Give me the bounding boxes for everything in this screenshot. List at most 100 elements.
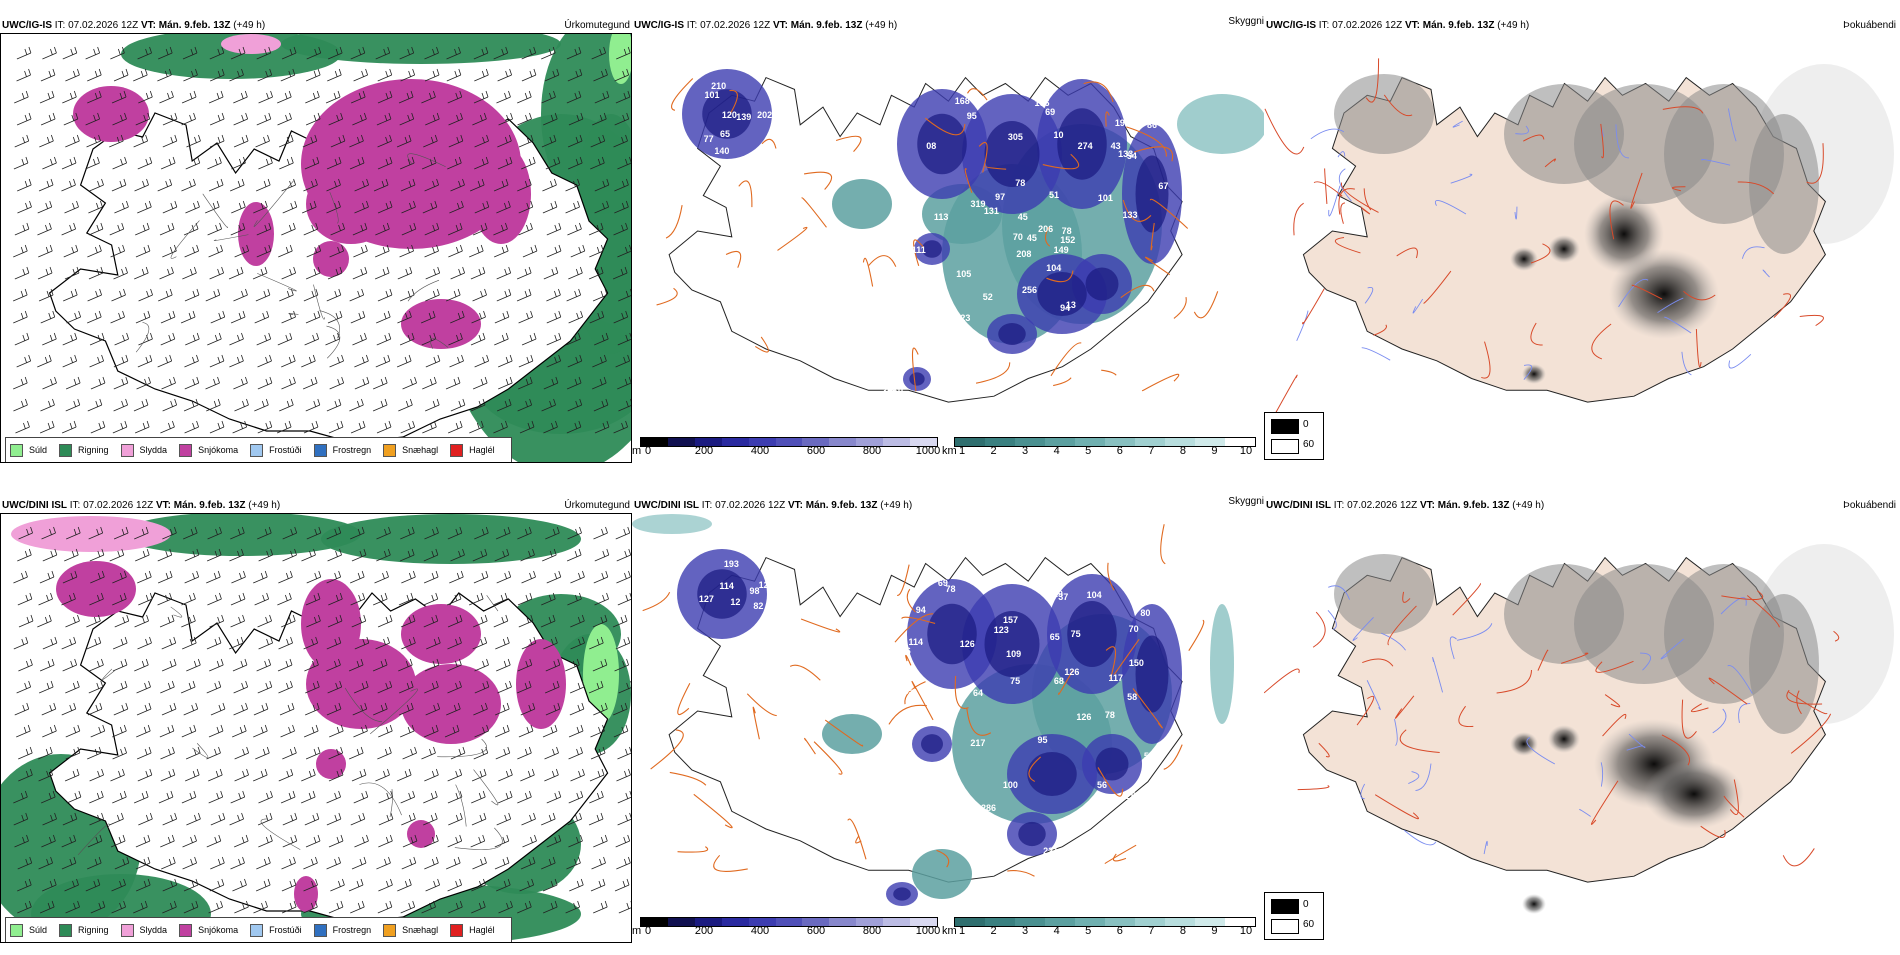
peak-elevation-label: 114 bbox=[908, 636, 924, 647]
wind-barb bbox=[612, 266, 628, 280]
wind-barb bbox=[377, 900, 393, 914]
wind-barb bbox=[135, 548, 150, 562]
wind-barb bbox=[518, 724, 534, 738]
road bbox=[1050, 342, 1082, 377]
wind-barb bbox=[13, 156, 29, 170]
river bbox=[1727, 665, 1753, 694]
road bbox=[1112, 853, 1127, 862]
wind-barb bbox=[281, 376, 296, 390]
wind-barb bbox=[183, 702, 199, 716]
wind-barb bbox=[110, 244, 125, 258]
road bbox=[1363, 188, 1372, 211]
terrain-contour bbox=[319, 310, 340, 339]
legend-swatch bbox=[120, 923, 134, 937]
wind-barb bbox=[493, 592, 508, 606]
wind-barb bbox=[402, 376, 417, 390]
fog-legend: 0 60 bbox=[1264, 412, 1324, 460]
peak-elevation-label: 113 bbox=[933, 211, 949, 222]
precip-type-panel: UWC/IG-IS IT: 07.02.2026 12Z VT: Mán. 9.… bbox=[0, 0, 632, 475]
colorbar-tick: 7 bbox=[1148, 925, 1155, 937]
peak-elevation-label: 119 bbox=[1048, 589, 1063, 600]
road bbox=[1399, 729, 1440, 753]
wind-barb bbox=[40, 112, 56, 126]
wind-barb bbox=[617, 156, 631, 170]
precip-map[interactable]: Súld Rigning Slydda Snjókoma Frostúði Frostre… bbox=[0, 33, 632, 463]
wind-barb bbox=[328, 900, 344, 914]
wind-barb bbox=[41, 526, 56, 540]
road bbox=[804, 737, 816, 755]
wind-barb bbox=[617, 746, 631, 760]
peak-elevation-label: 183 bbox=[921, 304, 937, 315]
road bbox=[984, 165, 1007, 170]
wind-barb bbox=[162, 134, 178, 148]
wind-barb bbox=[518, 134, 534, 148]
wind-barb bbox=[590, 878, 606, 892]
wind-barb bbox=[158, 288, 173, 302]
snow-area bbox=[401, 299, 481, 349]
wind-barb bbox=[183, 398, 199, 412]
colorbar-step bbox=[694, 918, 722, 926]
wind-barb bbox=[182, 46, 198, 60]
wind-barb bbox=[85, 46, 101, 60]
wind-barb bbox=[496, 398, 512, 412]
road bbox=[906, 588, 916, 613]
wind-barb bbox=[206, 680, 222, 694]
wind-barb bbox=[570, 244, 586, 258]
wind-barb bbox=[543, 420, 558, 434]
precip-map[interactable]: Súld Rigning Slydda Snjókoma Frostúði Frostre… bbox=[0, 513, 632, 943]
wind-barb bbox=[378, 724, 393, 738]
wind-barb bbox=[230, 614, 245, 628]
terrain-contour bbox=[407, 279, 440, 302]
road bbox=[894, 613, 934, 643]
legend-swatch bbox=[450, 923, 464, 937]
road bbox=[1104, 844, 1137, 865]
road bbox=[800, 618, 841, 633]
fog-map[interactable] bbox=[1264, 34, 1900, 434]
peak-elevation-label: 102 bbox=[901, 295, 917, 306]
wind-barb bbox=[567, 68, 583, 82]
legend-label: Snjókoma bbox=[198, 445, 239, 455]
wind-barb bbox=[472, 288, 487, 302]
wind-barb bbox=[517, 900, 532, 914]
wind-barb bbox=[569, 702, 585, 716]
road bbox=[693, 793, 733, 829]
wind-barb bbox=[301, 354, 316, 368]
road bbox=[925, 117, 966, 136]
wind-barb bbox=[157, 548, 173, 562]
road bbox=[1132, 688, 1163, 729]
wind-barb bbox=[350, 812, 366, 826]
wind-barb bbox=[618, 900, 631, 914]
visibility-colorbar-strip bbox=[954, 917, 1256, 927]
wind-barb bbox=[541, 856, 556, 870]
wind-barb bbox=[135, 310, 151, 324]
wind-barb bbox=[377, 614, 393, 628]
visibility-map[interactable] bbox=[632, 34, 1264, 434]
wind-barb bbox=[65, 724, 81, 738]
wind-barb bbox=[304, 702, 320, 716]
wind-barb bbox=[305, 746, 321, 760]
wind-barb bbox=[16, 46, 32, 60]
visibility-map[interactable] bbox=[632, 514, 1264, 914]
peak-elevation-label: 08 bbox=[926, 141, 937, 152]
wind-barb bbox=[182, 856, 197, 870]
wind-barb bbox=[184, 354, 199, 368]
wind-barb bbox=[113, 702, 129, 716]
colorbar-tick: 4 bbox=[1053, 925, 1060, 937]
wind-barb bbox=[617, 790, 631, 804]
wind-barb bbox=[592, 376, 607, 390]
wind-barb bbox=[208, 90, 224, 104]
fog-map[interactable] bbox=[1264, 514, 1900, 914]
road bbox=[1591, 780, 1619, 825]
peak-elevation-label: 58 bbox=[1127, 692, 1138, 703]
legend-label: Snjókoma bbox=[198, 925, 239, 935]
wind-barb bbox=[277, 112, 292, 126]
wind-barb bbox=[423, 592, 439, 606]
wind-barb bbox=[18, 526, 33, 540]
road bbox=[1661, 734, 1690, 766]
wind-barb bbox=[542, 878, 558, 892]
wind-barb bbox=[400, 526, 415, 540]
river bbox=[1328, 585, 1351, 600]
wind-barb bbox=[278, 134, 294, 148]
colorbar-step bbox=[1195, 438, 1225, 446]
wind-barb bbox=[39, 658, 55, 672]
